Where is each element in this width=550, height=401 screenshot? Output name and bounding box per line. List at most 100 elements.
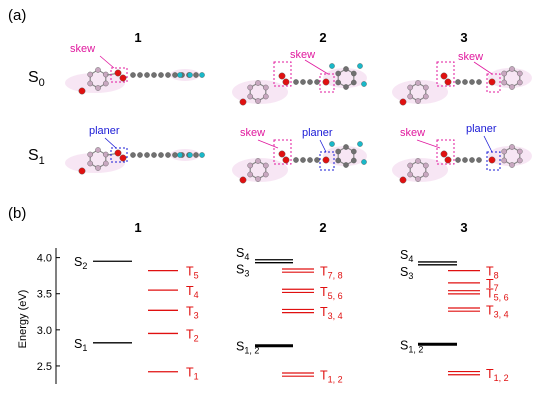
carbon-atom <box>144 72 150 78</box>
y-tick-label: 2.5 <box>37 361 52 373</box>
triplet-label: T1 <box>186 366 199 382</box>
carbon-atom <box>462 79 468 85</box>
singlet-label: S3 <box>400 265 413 281</box>
fluorine-atom <box>361 81 367 87</box>
row-label-s0: S0 <box>28 69 45 89</box>
phenyl-ring-atom <box>501 148 508 155</box>
carbon-atom <box>151 72 157 78</box>
oxygen-atom <box>444 78 452 86</box>
orbital-haze <box>170 149 200 161</box>
oxygen-atom <box>444 156 452 164</box>
carbon-atom <box>314 157 320 163</box>
oxygen-atom <box>114 69 122 77</box>
carbon-atom <box>172 152 178 158</box>
skew-label-2b: skew <box>240 127 265 139</box>
pentafluoro-ring-atom <box>343 144 349 150</box>
carbon-atom <box>151 152 157 158</box>
y-tick-label: 3.0 <box>37 325 52 337</box>
aryl-ring-atom <box>255 80 261 86</box>
oxygen-atom <box>278 150 286 158</box>
carbon-atom <box>137 152 143 158</box>
carbon-atom <box>130 72 136 78</box>
carbon-atom <box>462 157 468 163</box>
aryl-ring-atom <box>262 84 269 91</box>
oxygen-atom <box>282 78 290 86</box>
triplet-label: T3, 4 <box>486 304 509 320</box>
fluorine-atom <box>329 63 335 69</box>
phenyl-ring-atom <box>509 162 515 168</box>
orbital-haze <box>65 73 125 93</box>
fluorine-atom <box>199 72 205 78</box>
fluorine-atom <box>177 72 183 78</box>
skew-label-2-pointer <box>304 59 329 75</box>
phenyl-ring-atom <box>501 157 508 164</box>
oxygen-atom <box>399 98 407 106</box>
carbon-atom <box>144 152 150 158</box>
triplet-label: T5 <box>186 265 199 281</box>
singlet-label: S1, 2 <box>236 340 259 356</box>
carbon-atom <box>293 79 299 85</box>
triplet-label: T7 <box>486 277 499 293</box>
aryl-ring-atom <box>95 85 101 91</box>
planer-label-1: planer <box>89 125 120 137</box>
fluorine-atom <box>361 159 367 165</box>
phenyl-ring-atom <box>509 66 515 72</box>
carbon-atom <box>314 79 320 85</box>
fluorine-atom <box>329 141 335 147</box>
carbon-atom <box>158 72 164 78</box>
phenyl-ring-atom <box>516 148 523 155</box>
carbon-atom <box>300 157 306 163</box>
oxygen-atom <box>119 154 127 162</box>
oxygen-atom <box>239 176 247 184</box>
singlet-label: S4 <box>400 248 413 264</box>
fluorine-atom <box>357 63 363 69</box>
pentafluoro-ring-atom <box>350 70 357 77</box>
oxygen-atom <box>322 78 330 86</box>
carbon-atom <box>469 79 475 85</box>
planer-label-2: planer <box>302 127 333 139</box>
carbon-atom <box>455 157 461 163</box>
orbital-haze <box>170 69 200 81</box>
planer-label-1-pointer <box>104 137 117 149</box>
pentafluoro-ring-atom <box>335 148 342 155</box>
y-axis-label: Energy (eV) <box>17 290 29 349</box>
pentafluoro-ring-atom <box>343 66 349 72</box>
aryl-ring-atom <box>415 80 421 86</box>
y-tick-label: 4.0 <box>37 253 52 265</box>
fluorine-atom <box>187 72 193 78</box>
dashed-box <box>273 139 292 165</box>
singlet-label: S1 <box>74 337 87 353</box>
y-tick-label: 3.5 <box>37 289 52 301</box>
phenyl-ring-atom <box>516 79 523 86</box>
pentafluoro-ring-atom <box>343 162 349 168</box>
panel-a-label: (a) <box>8 7 26 24</box>
aryl-ring-atom <box>255 98 261 104</box>
phenyl-ring-atom <box>501 79 508 86</box>
row-label-s1: S1 <box>28 147 45 167</box>
singlet-label: S3 <box>236 263 249 279</box>
carbon-atom <box>307 79 313 85</box>
energy-level-diagram: 4.0 3.5 3.0 2.5 Energy (eV) 1 S2 S1 T5 T4 T3 T2 T1 2 S… <box>17 220 509 385</box>
oxygen-atom <box>78 87 86 95</box>
aryl-ring-atom <box>422 171 429 178</box>
skew-label-1-pointer <box>99 55 115 69</box>
skew-label-3-pointer <box>473 61 493 75</box>
fluorine-atom <box>199 152 205 158</box>
aryl-ring-atom <box>407 84 414 91</box>
dashed-box <box>486 151 501 171</box>
carbon-atom <box>476 157 482 163</box>
aryl-ring-atom <box>407 171 414 178</box>
aryl-ring-atom <box>95 147 101 153</box>
dashed-box <box>273 61 292 87</box>
oxygen-atom <box>440 150 448 158</box>
carbon-atom <box>455 79 461 85</box>
oxygen-atom <box>282 156 290 164</box>
skew-label-3: skew <box>458 51 483 63</box>
panel-a-column-3: 3 <box>460 30 467 45</box>
carbon-atom <box>165 72 171 78</box>
aryl-ring-atom <box>87 71 94 78</box>
orbital-haze <box>488 146 532 166</box>
panel-b-label: (b) <box>8 205 26 222</box>
aryl-ring-atom <box>87 80 94 87</box>
